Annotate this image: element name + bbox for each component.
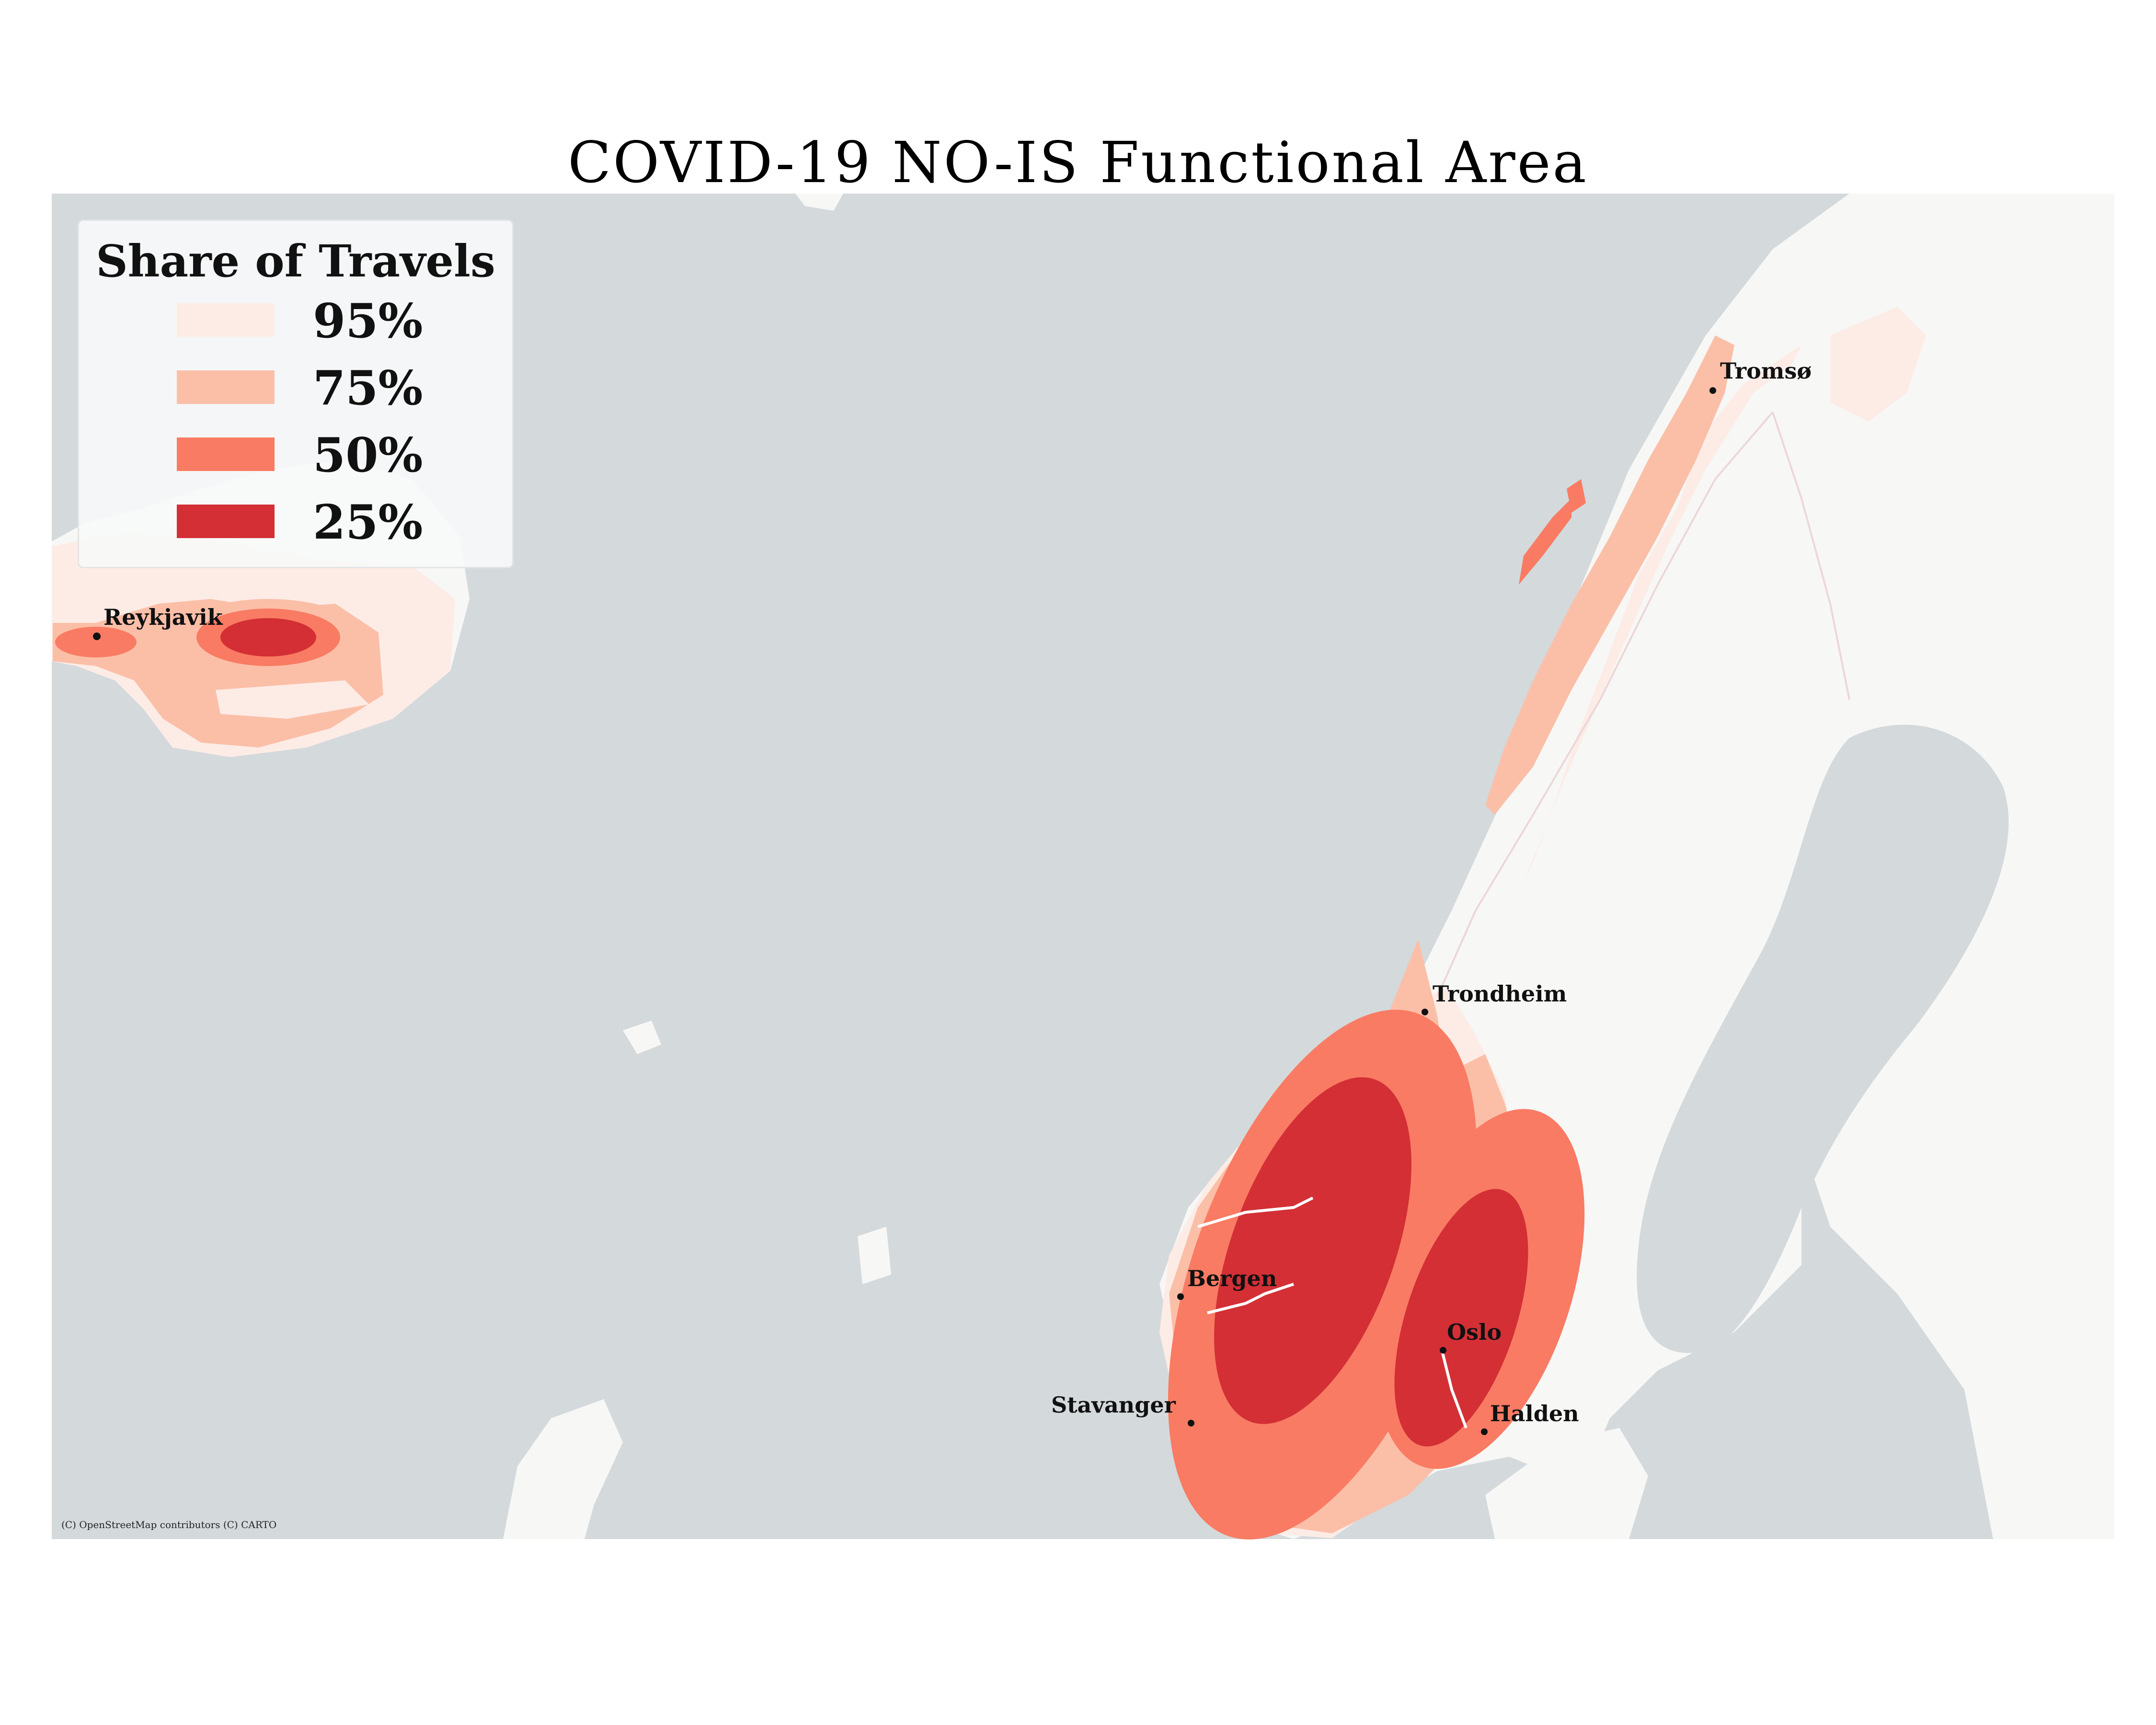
- iceland-50-west: [55, 627, 137, 657]
- shetland: [858, 1227, 891, 1284]
- finland-land: [1801, 719, 2114, 1539]
- vesteralen-50: [1567, 479, 1586, 513]
- finnmark-95: [1830, 307, 1926, 422]
- city-marker-halden: [1481, 1428, 1488, 1435]
- legend-item-25: 25%: [79, 499, 510, 547]
- map-attribution: (C) OpenStreetMap contributors (C) CARTO: [61, 1519, 277, 1530]
- legend-title: Share of Travels: [96, 235, 495, 287]
- legend-label-25: 25%: [313, 495, 423, 550]
- city-label-trondheim: Trondheim: [1433, 981, 1567, 1007]
- legend-item-50: 50%: [79, 432, 510, 480]
- british-isles: [503, 1399, 623, 1539]
- legend-label-75: 75%: [313, 361, 423, 416]
- sweden-finland-border: [1772, 412, 1850, 700]
- city-label-halden: Halden: [1490, 1401, 1579, 1426]
- norway-75-coast: [1485, 335, 1734, 815]
- city-label-bergen: Bergen: [1187, 1265, 1277, 1291]
- fjord-oslofjord: [1441, 1351, 1468, 1429]
- city-marker-reykjavik: [93, 632, 101, 640]
- sweden-norway-border: [1436, 411, 1774, 997]
- svalbard-tip: [795, 194, 843, 211]
- page-title: COVID-19 NO-IS Functional Area: [568, 129, 1588, 196]
- lofoten-50: [1519, 498, 1571, 585]
- denmark-land: [1485, 1428, 1648, 1539]
- iceland-25: [220, 618, 316, 656]
- legend-label-95: 95%: [313, 294, 423, 349]
- city-label-oslo: Oslo: [1447, 1319, 1502, 1345]
- bergen-25: [1214, 1077, 1411, 1424]
- city-marker-stavanger: [1188, 1420, 1194, 1426]
- city-marker-oslo: [1440, 1347, 1446, 1354]
- legend-label-50: 50%: [313, 428, 423, 483]
- oslo-25: [1394, 1189, 1528, 1447]
- city-label-stavanger: Stavanger: [1051, 1392, 1176, 1418]
- legend: Share of Travels 95% 75% 50% 25%: [78, 219, 514, 568]
- iceland-fill-south: [216, 680, 369, 719]
- legend-item-75: 75%: [79, 365, 510, 413]
- city-label-reykjavik: Reykjavik: [103, 604, 223, 630]
- baltic-sea: [1637, 724, 2009, 1353]
- city-marker-trondheim: [1422, 1009, 1428, 1015]
- legend-swatch-50: [177, 437, 275, 471]
- fjord-sognefjord: [1197, 1196, 1314, 1228]
- legend-swatch-95: [177, 303, 275, 337]
- city-marker-bergen: [1177, 1293, 1184, 1300]
- legend-swatch-75: [177, 370, 275, 404]
- legend-swatch-25: [177, 505, 275, 538]
- faroe-islands: [623, 1021, 661, 1054]
- city-marker-tromso: [1709, 387, 1716, 394]
- fjord-hardangerfjord: [1207, 1283, 1294, 1314]
- legend-item-95: 95%: [79, 298, 510, 345]
- city-label-tromso: Tromsø: [1720, 358, 1812, 384]
